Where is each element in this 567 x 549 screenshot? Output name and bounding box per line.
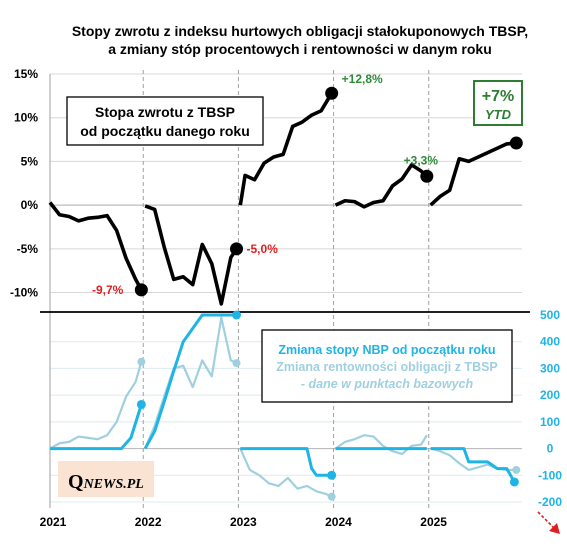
series-line-nbp-rate-2023 <box>240 447 332 477</box>
bottom-y-tick-label: -100 <box>538 468 562 482</box>
bottom-y-tick-label: -200 <box>538 495 562 509</box>
series-line-bond-yield-2025 <box>430 447 517 472</box>
end-point-bond-yield-2025 <box>512 465 521 474</box>
top-y-tick-label: -10% <box>10 286 38 300</box>
legend-unit-note: - dane w punktach bazowych <box>301 377 474 391</box>
top-series-label-box <box>66 96 264 146</box>
end-point-nbp-rate-2023 <box>327 470 337 480</box>
x-tick-label: 2022 <box>135 515 162 529</box>
logo-background <box>58 461 154 497</box>
end-point-bond-yield-2022 <box>232 359 241 368</box>
top-series-label-line2: od początku danego roku <box>80 123 250 139</box>
series-line-tbsp-2023 <box>238 92 334 206</box>
end-point-tbsp-2023 <box>325 86 339 100</box>
series-line-bond-yield-2022 <box>144 316 237 449</box>
end-point-bond-yield-2021 <box>137 357 146 366</box>
x-tick-label: 2025 <box>420 515 447 529</box>
bottom-y-tick-label: 400 <box>540 335 560 349</box>
bottom-y-axis-ticks: 500 400 300 200 100 0 -100 -200 <box>538 308 562 509</box>
top-y-tick-label: 10% <box>14 111 38 125</box>
bottom-panel-series <box>49 310 521 501</box>
x-tick-label: 2024 <box>325 515 352 529</box>
x-tick-label: 2021 <box>40 515 67 529</box>
chart-title-line1: Stopy zwrotu z indeksu hurtowych obligac… <box>72 23 528 39</box>
end-point-bond-yield-2023 <box>327 492 336 501</box>
bottom-y-tick-label: 300 <box>540 361 560 375</box>
x-axis-ticks: 2021 2022 2023 2024 2025 <box>40 515 448 529</box>
data-label: +12,8% <box>342 72 383 86</box>
bottom-y-tick-label: 0 <box>547 442 554 456</box>
legend-nbp: Zmiana stopy NBP od początku roku <box>278 343 495 357</box>
bottom-y-tick-label: 500 <box>540 308 560 322</box>
top-y-tick-label: -5% <box>17 242 39 256</box>
top-y-tick-label: 15% <box>14 67 38 81</box>
top-y-tick-label: 5% <box>21 154 39 168</box>
end-point-tbsp-2021 <box>134 283 148 297</box>
series-line-bond-yield-2024 <box>334 434 428 456</box>
series-line-nbp-rate-2022 <box>143 313 237 450</box>
end-point-tbsp-2024 <box>420 169 434 183</box>
end-point-nbp-rate-2022 <box>232 310 242 320</box>
end-point-tbsp-2022 <box>230 242 244 256</box>
data-label: -9,7% <box>92 283 124 297</box>
legend-box <box>261 329 513 403</box>
top-y-tick-label: 0% <box>21 198 39 212</box>
top-series-label-line1: Stopa zwrotu z TBSP <box>95 104 235 120</box>
top-panel-series <box>48 86 523 306</box>
ytd-value: +7% <box>482 88 514 105</box>
bottom-y-tick-label: 200 <box>540 388 560 402</box>
series-line-bond-yield-2023 <box>239 448 333 498</box>
series-line-nbp-rate-2021 <box>50 404 143 451</box>
series-line-tbsp-2021 <box>48 201 143 291</box>
ytd-box <box>473 80 523 126</box>
series-line-tbsp-2022 <box>144 204 239 306</box>
end-point-nbp-rate-2025 <box>509 477 519 487</box>
legend-yield: Zmiana rentowności obligacji z TBSP <box>276 360 498 374</box>
qnews-logo: QNEWS.PL <box>68 471 144 493</box>
data-label: -5,0% <box>247 242 279 256</box>
bottom-y-tick-label: 100 <box>540 415 560 429</box>
down-arrow-head-icon <box>549 523 560 534</box>
annotations: -9,7% -5,0% +12,8% +3,3% <box>92 72 438 297</box>
data-label: +3,3% <box>404 153 439 167</box>
x-tick-label: 2023 <box>230 515 257 529</box>
chart-title-line2: a zmiany stóp procentowych i rentowności… <box>108 41 492 57</box>
end-point-tbsp-2025 <box>509 136 523 150</box>
axis-lines <box>40 74 530 508</box>
series-line-tbsp-2025 <box>429 141 517 207</box>
series-line-bond-yield-2021 <box>49 361 143 450</box>
ytd-label: YTD <box>485 107 512 122</box>
end-point-nbp-rate-2021 <box>136 399 146 409</box>
series-line-nbp-rate-2025 <box>430 447 516 483</box>
series-line-tbsp-2024 <box>334 163 429 209</box>
top-y-axis-ticks: 15% 10% 5% 0% -5% -10% <box>10 67 38 300</box>
